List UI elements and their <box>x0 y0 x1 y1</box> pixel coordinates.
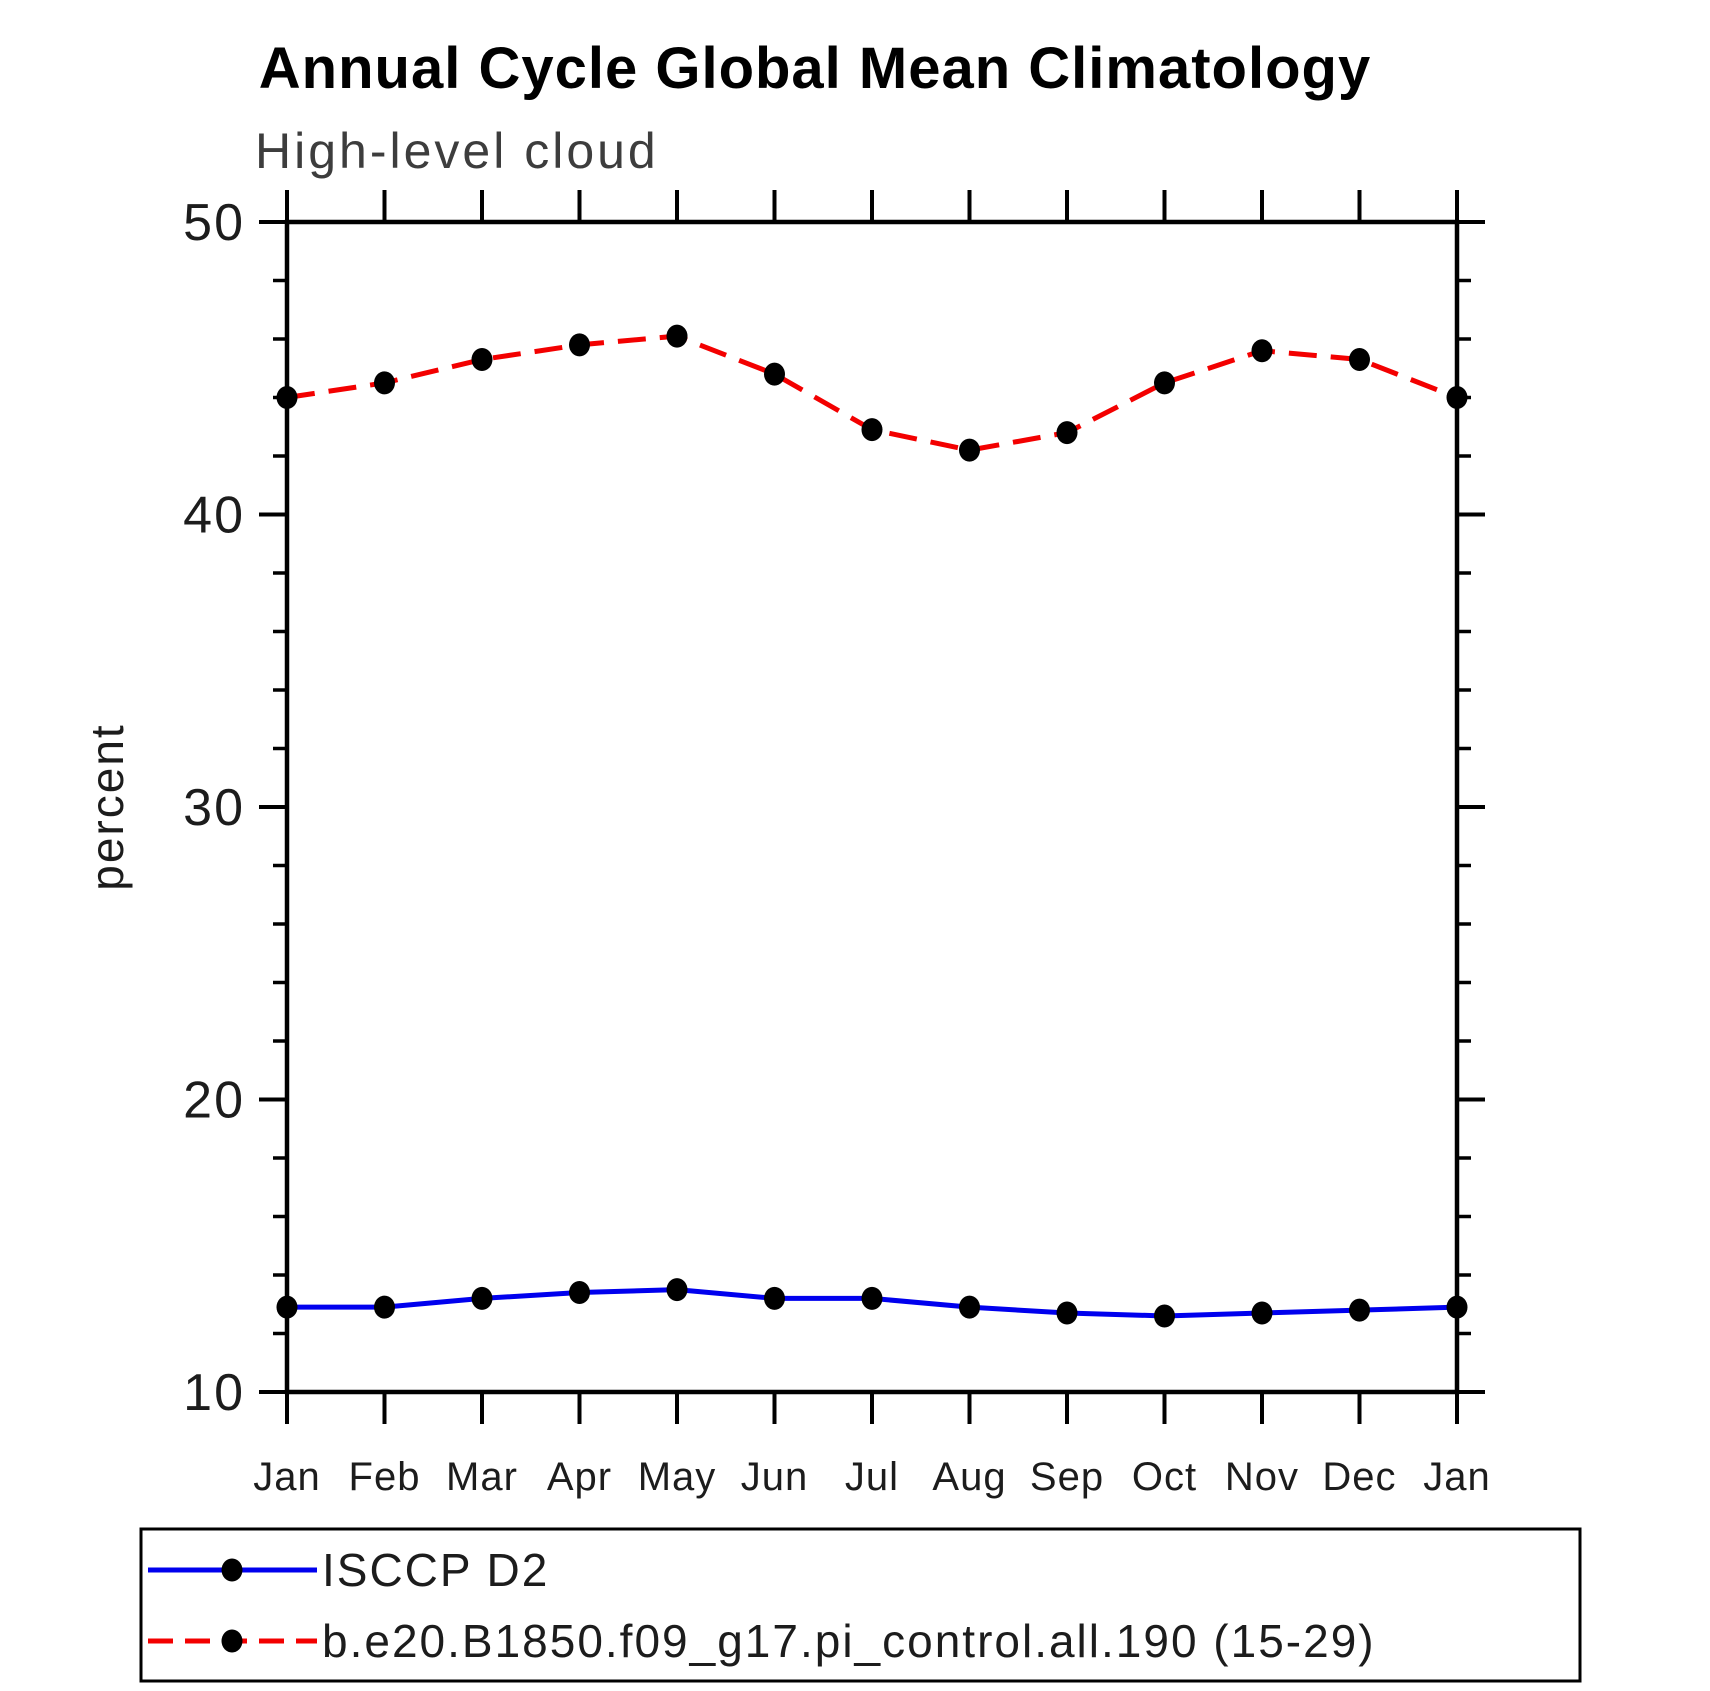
series-1-marker <box>569 333 590 357</box>
series-0-marker <box>1154 1304 1175 1328</box>
series-1-marker <box>374 371 395 395</box>
legend-entry-label-1: b.e20.B1850.f09_g17.pi_control.all.190 (… <box>322 1615 1376 1667</box>
series-0-marker <box>861 1286 883 1310</box>
x-tick-label: Jun <box>741 1455 809 1499</box>
y-tick-label: 50 <box>183 194 245 252</box>
y-tick-label: 40 <box>183 487 245 545</box>
x-tick-label: Jan <box>253 1455 321 1499</box>
series-1-marker <box>1056 421 1078 445</box>
y-tick-label: 20 <box>183 1072 245 1130</box>
legend: ISCCP D2 b.e20.B1850.f09_g17.pi_control.a… <box>139 1527 1582 1683</box>
series-1-marker <box>1251 339 1273 363</box>
series-0-marker <box>1349 1298 1370 1322</box>
x-tick-label: Nov <box>1225 1455 1299 1499</box>
x-tick-label: May <box>638 1455 717 1499</box>
plot-area: Jan Feb Mar Apr May Jun Jul Aug Sep Oct Nov Dec Jan1… <box>183 190 1491 1499</box>
legend-marker-1 <box>221 1629 243 1653</box>
series-0-marker <box>959 1295 980 1319</box>
series-1-marker <box>764 362 785 386</box>
series-0-marker <box>471 1286 493 1310</box>
series-0-marker <box>276 1295 298 1319</box>
series-0-marker <box>1056 1301 1078 1325</box>
series-0-marker <box>666 1278 688 1302</box>
x-tick-label: Apr <box>547 1455 612 1499</box>
x-tick-label: Feb <box>349 1455 421 1499</box>
x-tick-label: Aug <box>932 1455 1006 1499</box>
x-tick-label: Dec <box>1322 1455 1396 1499</box>
series-1-marker <box>276 386 298 409</box>
y-axis-title: percent <box>81 723 133 890</box>
y-tick-label: 30 <box>183 779 245 837</box>
series-1-marker <box>861 418 883 442</box>
series-0-marker <box>764 1286 785 1310</box>
chart-subtitle: High-level cloud <box>255 123 659 179</box>
x-tick-label: Sep <box>1030 1455 1104 1499</box>
series-1-marker <box>666 324 688 348</box>
x-tick-label: Jan <box>1423 1455 1491 1499</box>
series-1-marker <box>959 438 980 462</box>
page-title: Annual Cycle Global Mean Climatology <box>259 36 1371 101</box>
series-0-marker <box>374 1295 395 1319</box>
plot-frame <box>284 219 1460 1395</box>
series-0-marker <box>569 1281 590 1305</box>
series-1-marker <box>1154 371 1175 395</box>
legend-marker-0 <box>221 1558 243 1582</box>
series-1-marker <box>471 347 493 371</box>
series-1-marker <box>1446 386 1468 409</box>
y-tick-label: 10 <box>183 1364 245 1422</box>
series-0-marker <box>1251 1301 1273 1325</box>
series-1-marker <box>1349 347 1370 371</box>
legend-box <box>139 1527 1582 1683</box>
series-0-marker <box>1446 1295 1468 1319</box>
x-tick-label: Mar <box>446 1455 518 1499</box>
x-tick-label: Jul <box>845 1455 899 1499</box>
x-tick-label: Oct <box>1132 1455 1197 1499</box>
legend-entry-label-0: ISCCP D2 <box>322 1544 549 1596</box>
